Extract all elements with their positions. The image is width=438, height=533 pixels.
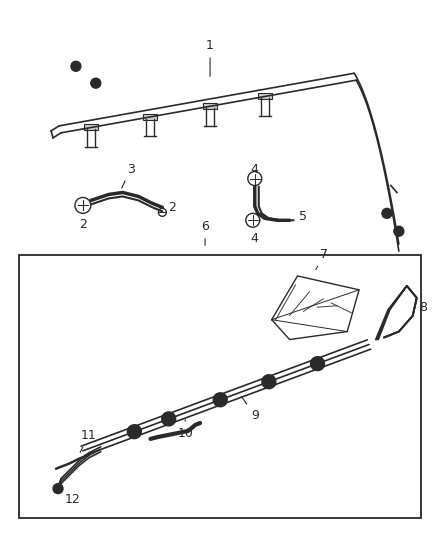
Bar [203, 103, 217, 109]
Text: 3: 3 [122, 163, 134, 188]
Text: 4: 4 [251, 232, 259, 245]
Text: 12: 12 [58, 490, 81, 506]
Circle shape [213, 393, 227, 407]
Bar [84, 124, 98, 130]
Bar [19, 255, 421, 519]
Circle shape [394, 226, 404, 236]
Circle shape [262, 375, 276, 389]
Circle shape [162, 412, 176, 426]
Text: 9: 9 [241, 397, 259, 422]
Text: 2: 2 [168, 201, 176, 214]
Text: 11: 11 [80, 429, 97, 453]
Text: 2: 2 [79, 219, 87, 231]
Text: 4: 4 [251, 163, 259, 176]
Circle shape [91, 78, 101, 88]
Text: 10: 10 [177, 420, 193, 440]
Circle shape [382, 208, 392, 219]
Bar [258, 93, 272, 99]
Circle shape [71, 61, 81, 71]
Text: 6: 6 [201, 220, 209, 245]
Text: 8: 8 [419, 301, 427, 314]
Circle shape [311, 357, 325, 370]
Text: 1: 1 [206, 39, 214, 76]
Text: 5: 5 [300, 210, 307, 223]
Circle shape [127, 425, 141, 439]
Text: 7: 7 [316, 248, 328, 270]
Circle shape [53, 483, 63, 494]
Bar [144, 114, 157, 119]
